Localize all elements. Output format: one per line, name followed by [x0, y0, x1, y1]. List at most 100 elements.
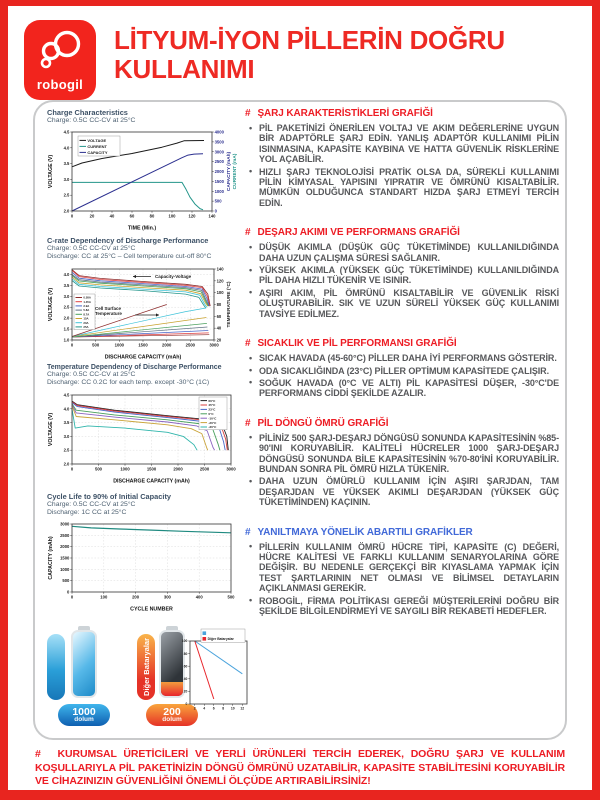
svg-text:2500: 2500 [200, 466, 210, 471]
battery-body [71, 630, 97, 698]
chart-charge-characteristics: Charge Characteristics Charge: 0.5C CC-C… [47, 108, 239, 231]
good-cycle-unit: dolum [74, 716, 94, 723]
svg-text:VOLTAGE (V): VOLTAGE (V) [48, 288, 54, 322]
svg-text:4000: 4000 [215, 130, 225, 135]
svg-text:20: 20 [217, 337, 222, 342]
svg-text:1500: 1500 [147, 466, 157, 471]
page-frame-left [0, 0, 8, 800]
section-desarj-akimi: # DEŞARJ AKIMI VE PERFORMANS GRAFİĞİ DÜŞ… [245, 227, 559, 319]
footer-callout: # KURUMSAL ÜRETİCİLERİ VE YERLİ ÜRÜNLERİ… [35, 748, 565, 789]
svg-text:25A: 25A [83, 325, 88, 329]
svg-text:-10°C: -10°C [208, 416, 217, 420]
section-heading-text: ŞARJ KARAKTERİSTİKLERİ GRAFİĞİ [257, 108, 433, 119]
bullet-item: SICAK HAVADA (45-60°C) PİLLER DAHA İYİ P… [249, 353, 559, 364]
chart3-canvas: 0 500 1000 1500 2000 2500 3000 2.0 2.5 3.0 3.5 4.0 4… [48, 392, 236, 483]
section-heading: # DEŞARJ AKIMI VE PERFORMANS GRAFİĞİ [245, 227, 559, 238]
section-heading: # PİL DÖNGÜ ÖMRÜ GRAFİĞİ [245, 418, 559, 429]
svg-text:3.5: 3.5 [64, 162, 70, 167]
svg-text:80: 80 [184, 652, 188, 656]
bullet-item: SOĞUK HAVADA (0°C VE ALTI) PİL KAPASİTES… [249, 377, 559, 399]
svg-text:500: 500 [228, 594, 236, 599]
svg-text:2000: 2000 [162, 342, 172, 347]
bad-cycle-unit: dolum [162, 716, 182, 723]
hash-marker: # [245, 417, 251, 429]
section-heading-text: PİL DÖNGÜ ÖMRÜ GRAFİĞİ [257, 417, 389, 429]
svg-text:2.5: 2.5 [64, 448, 70, 453]
good-battery-badge: 1000 dolum [58, 704, 110, 726]
bullet-item: YÜKSEK AKIMLA (YÜKSEK GÜÇ TÜKETİMİNDE) K… [249, 265, 559, 286]
chart2-canvas: 0 500 1000 1500 2000 2500 3000 1.0 1.5 2.0 2.5 3.0 3… [48, 266, 232, 359]
blue-capsule [47, 634, 65, 700]
hash-marker: # [245, 108, 251, 119]
svg-text:1000: 1000 [215, 189, 225, 194]
svg-text:500: 500 [215, 199, 223, 204]
svg-text:3.5: 3.5 [64, 283, 70, 288]
svg-text:2.0: 2.0 [64, 316, 70, 321]
svg-text:0: 0 [215, 209, 218, 214]
content-card: Charge Characteristics Charge: 0.5C CC-C… [33, 100, 567, 740]
svg-text:2.0: 2.0 [64, 461, 70, 466]
chart4-subtitle2: Discharge: 1C CC at 25°C [47, 509, 127, 517]
svg-text:140: 140 [209, 214, 217, 219]
svg-text:20: 20 [184, 690, 188, 694]
svg-text:2.5: 2.5 [64, 305, 70, 310]
bullet-list: PİLLERİN KULLANIM ÖMRÜ HÜCRE TİPİ, KAPAS… [245, 541, 559, 617]
svg-text:60: 60 [130, 214, 135, 219]
svg-text:2500: 2500 [60, 533, 70, 538]
bullet-item: ODA SICAKLIĞINDA (23°C) PİLLER OPTİMUM K… [249, 365, 559, 376]
bullet-item: PİL PAKETİNİZİ ÖNERİLEN VOLTAJ VE AKIM D… [249, 123, 559, 165]
svg-text:VOLTAGE (V): VOLTAGE (V) [48, 155, 54, 189]
svg-text:0: 0 [71, 342, 74, 347]
svg-text:VOLTAGE (V): VOLTAGE (V) [48, 413, 54, 447]
hash-marker: # [35, 748, 41, 760]
svg-text:TEMPERATURE (°C): TEMPERATURE (°C) [226, 281, 232, 327]
bullet-list: PİL PAKETİNİZİ ÖNERİLEN VOLTAJ VE AKIM D… [245, 123, 559, 208]
svg-text:2.5: 2.5 [64, 193, 70, 198]
bad-cycle-count: 200 [163, 705, 181, 718]
good-battery-illustration [71, 626, 97, 700]
svg-text:4.0: 4.0 [64, 272, 70, 277]
svg-text:Capacity-Voltage: Capacity-Voltage [155, 274, 192, 279]
chart-temperature-dependency: Temperature Dependency of Discharge Perf… [47, 364, 239, 484]
svg-text:1.5: 1.5 [64, 327, 70, 332]
bullet-item: ROBOGİL, FİRMA POLİTİKASI GEREĞİ MÜŞTERİ… [249, 595, 559, 617]
svg-text:100: 100 [217, 290, 225, 295]
svg-text:140: 140 [217, 266, 225, 271]
svg-text:2000: 2000 [215, 169, 225, 174]
chart4-subtitle1: Charge: 0.5C CC-CV at 25°C [47, 501, 136, 508]
svg-text:CAPACITY (mAh): CAPACITY (mAh) [48, 536, 54, 580]
chart1-canvas: 0 20 40 60 80 100 120 140 2.0 2.5 3.0 3.5 4.0 4.5 0 500… [48, 130, 238, 231]
svg-text:500: 500 [92, 342, 100, 347]
chart-crate-dependency: C-rate Dependency of Discharge Performan… [47, 236, 239, 360]
svg-text:VOLTAGE: VOLTAGE [87, 138, 106, 143]
svg-text:1000: 1000 [60, 567, 70, 572]
svg-text:1500: 1500 [60, 555, 70, 560]
battery-body [159, 630, 185, 698]
chart1-title: Charge Characteristics [47, 108, 128, 117]
svg-text:23°C: 23°C [208, 408, 216, 412]
bullet-item: PİLLERİN KULLANIM ÖMRÜ HÜCRE TİPİ, KAPAS… [249, 541, 559, 594]
bullet-item: AŞIRI AKIM, PİL ÖMRÜNÜ KISALTABİLİR VE G… [249, 287, 559, 319]
svg-text:CYCLE NUMBER: CYCLE NUMBER [130, 606, 173, 612]
svg-text:0: 0 [71, 214, 74, 219]
bullet-list: SICAK HAVADA (45-60°C) PİLLER DAHA İYİ P… [245, 353, 559, 399]
svg-text:0: 0 [67, 589, 70, 594]
svg-text:45°C: 45°C [208, 403, 216, 407]
chart3-title: Temperature Dependency of Discharge Perf… [47, 364, 222, 371]
page-title-line2: KULLANIMI [114, 53, 255, 84]
svg-text:1.45A: 1.45A [83, 300, 90, 304]
svg-text:3.0: 3.0 [64, 294, 70, 299]
svg-text:4.5: 4.5 [64, 130, 70, 135]
svg-text:3000: 3000 [60, 521, 70, 526]
bad-battery-charge-level [161, 681, 183, 696]
svg-text:100: 100 [100, 594, 108, 599]
svg-text:400: 400 [196, 594, 204, 599]
svg-text:3.0: 3.0 [64, 434, 70, 439]
svg-text:3500: 3500 [215, 140, 225, 145]
good-cycle-count: 1000 [72, 705, 96, 718]
svg-text:3000: 3000 [209, 342, 219, 347]
svg-text:2000: 2000 [173, 466, 183, 471]
svg-text:20A: 20A [83, 321, 88, 325]
